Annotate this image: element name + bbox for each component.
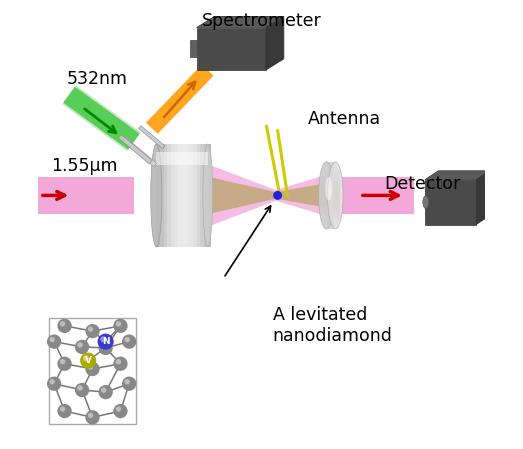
Circle shape bbox=[47, 335, 61, 349]
Circle shape bbox=[88, 326, 93, 332]
Circle shape bbox=[116, 321, 121, 326]
Circle shape bbox=[85, 410, 100, 425]
Ellipse shape bbox=[327, 162, 343, 229]
Polygon shape bbox=[210, 177, 340, 214]
Polygon shape bbox=[186, 144, 189, 247]
Polygon shape bbox=[140, 125, 165, 146]
Ellipse shape bbox=[151, 144, 162, 247]
Circle shape bbox=[113, 404, 128, 418]
Circle shape bbox=[75, 383, 89, 397]
Polygon shape bbox=[178, 144, 182, 247]
Polygon shape bbox=[476, 171, 490, 224]
Polygon shape bbox=[146, 65, 213, 134]
Polygon shape bbox=[160, 144, 164, 247]
Circle shape bbox=[58, 404, 72, 418]
Polygon shape bbox=[193, 144, 197, 247]
Text: 1.55μm: 1.55μm bbox=[51, 157, 118, 175]
Circle shape bbox=[47, 377, 61, 391]
Ellipse shape bbox=[423, 196, 429, 208]
Circle shape bbox=[60, 321, 65, 326]
Text: Spectrometer: Spectrometer bbox=[202, 12, 321, 30]
Circle shape bbox=[122, 335, 137, 349]
Circle shape bbox=[77, 385, 83, 391]
Circle shape bbox=[113, 319, 128, 333]
Circle shape bbox=[98, 334, 113, 350]
Polygon shape bbox=[118, 135, 152, 164]
Polygon shape bbox=[62, 85, 141, 151]
Polygon shape bbox=[197, 16, 284, 27]
Circle shape bbox=[85, 362, 100, 376]
Circle shape bbox=[124, 379, 130, 384]
Polygon shape bbox=[164, 144, 167, 247]
Bar bbox=[49, 318, 136, 424]
Polygon shape bbox=[175, 144, 178, 247]
Circle shape bbox=[116, 359, 121, 365]
Text: Antenna: Antenna bbox=[308, 110, 381, 128]
Circle shape bbox=[58, 357, 72, 371]
Circle shape bbox=[60, 406, 65, 412]
Circle shape bbox=[273, 191, 282, 200]
Circle shape bbox=[124, 337, 130, 342]
Circle shape bbox=[75, 340, 89, 354]
Circle shape bbox=[58, 319, 72, 333]
Ellipse shape bbox=[203, 144, 213, 247]
Circle shape bbox=[85, 324, 100, 338]
Polygon shape bbox=[425, 180, 476, 224]
Polygon shape bbox=[139, 126, 165, 149]
Polygon shape bbox=[120, 133, 152, 161]
Circle shape bbox=[101, 387, 106, 393]
Ellipse shape bbox=[325, 177, 332, 200]
Polygon shape bbox=[182, 144, 186, 247]
Polygon shape bbox=[124, 136, 156, 163]
Circle shape bbox=[98, 385, 113, 399]
Text: N: N bbox=[102, 337, 109, 346]
Circle shape bbox=[101, 343, 106, 349]
Polygon shape bbox=[327, 162, 335, 229]
Polygon shape bbox=[171, 144, 175, 247]
Polygon shape bbox=[425, 171, 490, 180]
Text: A levitated
nanodiamond: A levitated nanodiamond bbox=[272, 306, 393, 345]
Polygon shape bbox=[156, 152, 208, 164]
Polygon shape bbox=[342, 176, 414, 214]
Text: 532nm: 532nm bbox=[67, 70, 128, 88]
Circle shape bbox=[113, 357, 128, 371]
Polygon shape bbox=[123, 137, 156, 167]
Circle shape bbox=[116, 406, 121, 412]
Circle shape bbox=[88, 413, 93, 418]
Circle shape bbox=[100, 336, 106, 343]
Circle shape bbox=[60, 359, 65, 365]
Polygon shape bbox=[204, 144, 208, 247]
Polygon shape bbox=[197, 144, 200, 247]
Ellipse shape bbox=[319, 162, 334, 229]
Polygon shape bbox=[189, 144, 193, 247]
Circle shape bbox=[88, 364, 93, 370]
Polygon shape bbox=[156, 144, 160, 247]
Polygon shape bbox=[266, 16, 284, 70]
Text: Detector: Detector bbox=[384, 175, 461, 193]
Circle shape bbox=[98, 341, 113, 355]
Circle shape bbox=[49, 337, 55, 342]
Polygon shape bbox=[167, 144, 171, 247]
Polygon shape bbox=[197, 27, 266, 70]
Text: V: V bbox=[85, 356, 92, 365]
Polygon shape bbox=[63, 87, 140, 150]
Polygon shape bbox=[38, 176, 134, 214]
Circle shape bbox=[122, 377, 137, 391]
Circle shape bbox=[77, 342, 83, 348]
Polygon shape bbox=[208, 144, 211, 247]
Polygon shape bbox=[190, 40, 197, 57]
Circle shape bbox=[83, 355, 89, 361]
Circle shape bbox=[80, 352, 96, 369]
Polygon shape bbox=[200, 144, 204, 247]
Circle shape bbox=[49, 379, 55, 384]
Polygon shape bbox=[210, 165, 340, 226]
